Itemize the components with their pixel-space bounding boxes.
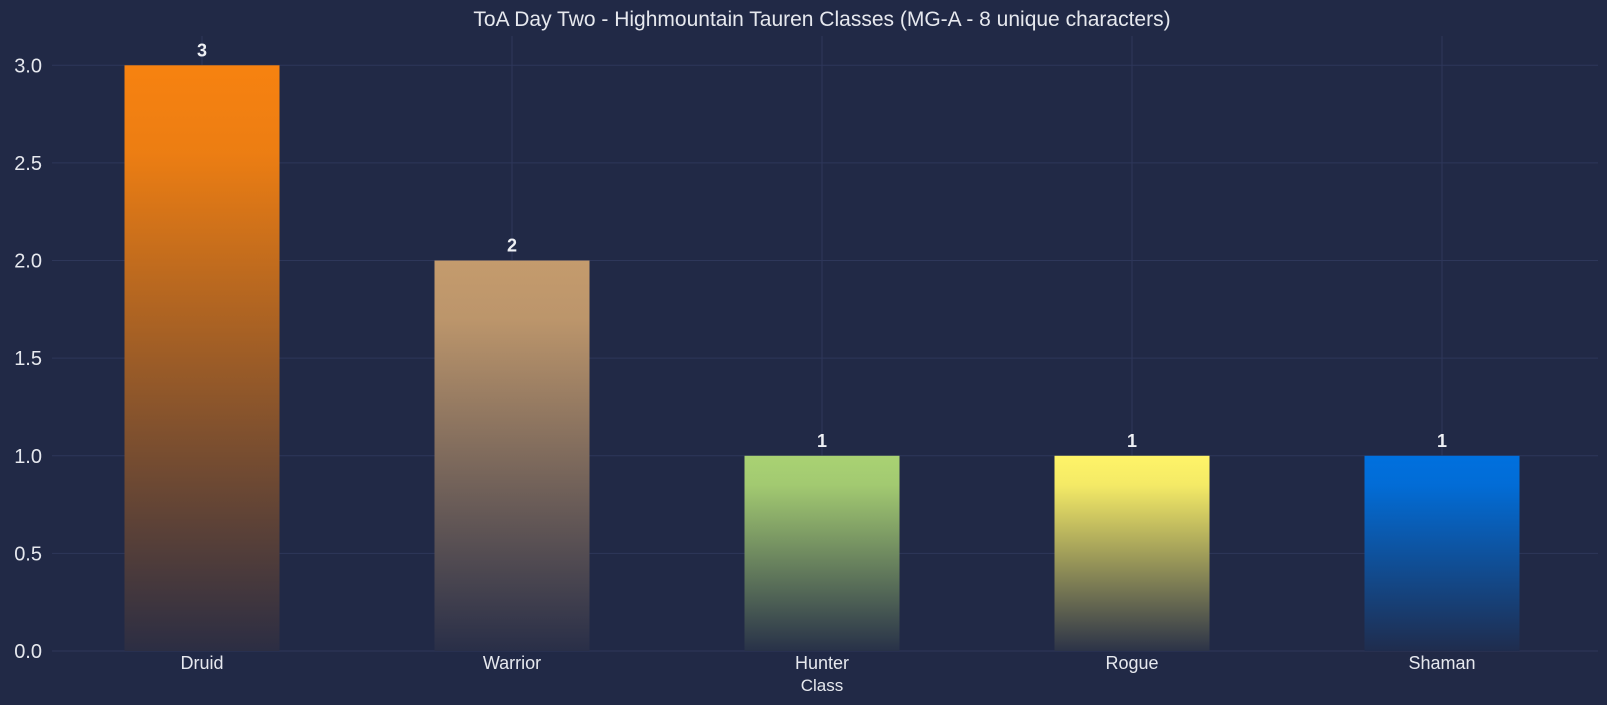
y-tick-label: 0.0 [14,641,42,663]
x-tick-label: Shaman [1408,653,1475,673]
y-tick-label: 1.0 [14,446,42,468]
bars [124,65,1520,652]
bar-rogue [1054,455,1210,651]
x-tick-label: Warrior [483,653,541,673]
y-axis-ticks: 0.0 0.5 1.0 1.5 2.0 2.5 3.0 [14,55,42,663]
y-tick-label: 0.5 [14,543,42,565]
bar-value-label: 1 [1437,431,1447,451]
bar-value-label: 3 [197,40,207,60]
bar-value-label: 1 [1127,431,1137,451]
x-tick-label: Rogue [1105,653,1158,673]
x-tick-label: Hunter [795,653,849,673]
bar-value-label: 1 [817,431,827,451]
bar-value-labels: 3 2 1 1 1 [197,40,1447,450]
bar-value-label: 2 [507,236,517,256]
bar-warrior [434,260,590,651]
x-axis-label: Class [801,676,844,695]
y-tick-label: 2.0 [14,251,42,273]
chart-title: ToA Day Two - Highmountain Tauren Classe… [473,8,1170,31]
bar-shaman [1364,455,1520,651]
bar-hunter [744,455,900,651]
bar-druid [124,65,280,652]
y-tick-label: 1.5 [14,348,42,370]
x-axis-ticks: Druid Warrior Hunter Rogue Shaman [180,653,1475,673]
x-tick-label: Druid [180,653,223,673]
y-tick-label: 3.0 [14,55,42,77]
y-tick-label: 2.5 [14,153,42,175]
